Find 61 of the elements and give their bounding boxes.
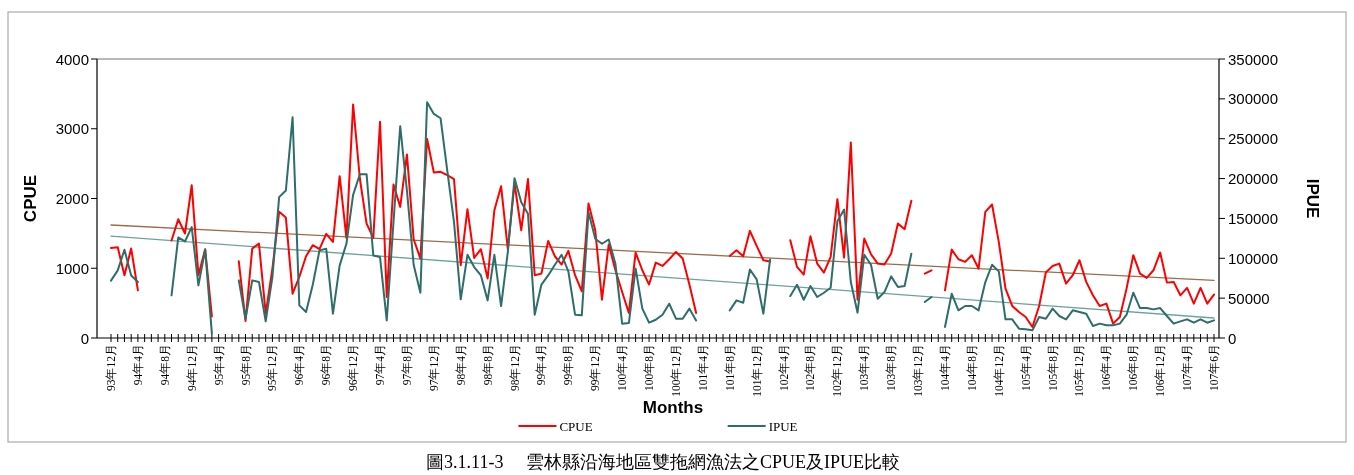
y-tick-label: 0	[80, 329, 89, 347]
x-tick-label: 100年4月	[616, 344, 629, 391]
y2-tick-label: 50000	[1228, 289, 1270, 307]
x-tick-label: 97年8月	[400, 344, 413, 386]
legend-label: IPUE	[768, 418, 798, 434]
y2-tick-label: 250000	[1228, 130, 1279, 148]
x-tick-label: 104年12月	[992, 344, 1005, 397]
x-tick-label: 94年4月	[131, 344, 144, 386]
x-tick-label: 105年8月	[1046, 344, 1059, 391]
x-tick-label: 97年4月	[374, 344, 387, 386]
x-tick-label: 101年4月	[696, 344, 709, 391]
y2-tick-label: 300000	[1228, 90, 1279, 108]
x-tick-label: 103年8月	[885, 344, 898, 391]
x-tick-label: 95年4月	[212, 344, 225, 386]
text: 圖3.1.11-3 雲林縣沿海地區雙拖網漁法之CPUE及IPUE比較	[426, 452, 900, 472]
y-tick-label: 3000	[55, 120, 89, 138]
x-tick-label: 97年12月	[427, 344, 440, 391]
y2-tick-label: 100000	[1228, 249, 1279, 267]
y2-tick-label: 0	[1228, 329, 1237, 347]
x-tick-label: 106年8月	[1127, 344, 1140, 391]
x-tick-label: 95年8月	[239, 344, 252, 386]
x-axis-title: Months	[642, 398, 704, 417]
x-tick-label: 104年4月	[938, 344, 951, 391]
x-tick-label: 98年4月	[454, 344, 467, 386]
y-tick-label: 4000	[55, 50, 89, 68]
x-tick-label: 102年12月	[831, 344, 844, 397]
y2-tick-label: 150000	[1228, 209, 1279, 227]
legend-label: CPUE	[559, 418, 593, 434]
x-tick-label: 96年8月	[320, 344, 333, 386]
x-tick-label: 100年12月	[669, 344, 682, 397]
x-tick-label: 94年12月	[185, 344, 198, 391]
x-tick-label: 102年8月	[804, 344, 817, 391]
y2-tick-label: 350000	[1228, 50, 1279, 68]
y-tick-label: 2000	[55, 190, 89, 207]
x-tick-label: 101年8月	[723, 344, 736, 391]
y2-axis-title: IPUE	[1302, 178, 1322, 219]
x-tick-label: 102年4月	[777, 344, 790, 391]
x-tick-label: 106年4月	[1100, 344, 1113, 391]
x-tick-label: 104年8月	[965, 344, 978, 391]
x-tick-label: 94年8月	[158, 344, 171, 386]
x-tick-label: 103年4月	[858, 344, 871, 391]
x-tick-label: 106年12月	[1154, 344, 1167, 397]
x-tick-label: 96年4月	[293, 344, 306, 386]
x-tick-label: 98年8月	[481, 344, 494, 386]
x-tick-label: 105年12月	[1073, 344, 1086, 397]
x-tick-label: 96年12月	[347, 344, 360, 391]
y-axis-title: CPUE	[20, 174, 40, 223]
x-tick-label: 99年12月	[589, 344, 602, 391]
x-tick-label: 99年8月	[562, 344, 575, 386]
x-tick-label: 98年12月	[508, 344, 521, 391]
y2-tick-label: 200000	[1228, 170, 1279, 188]
x-tick-label: 99年4月	[535, 344, 548, 386]
x-tick-label: 105年4月	[1019, 344, 1032, 391]
x-tick-label: 93年12月	[105, 344, 117, 391]
x-tick-label: 100年8月	[643, 344, 656, 391]
x-tick-label: 95年12月	[266, 344, 279, 391]
x-tick-label: 107年6月	[1208, 344, 1220, 391]
x-tick-label: 107年4月	[1181, 344, 1194, 391]
y-tick-label: 1000	[55, 259, 89, 277]
x-tick-label: 101年12月	[750, 344, 763, 397]
x-tick-label: 103年12月	[912, 344, 925, 397]
